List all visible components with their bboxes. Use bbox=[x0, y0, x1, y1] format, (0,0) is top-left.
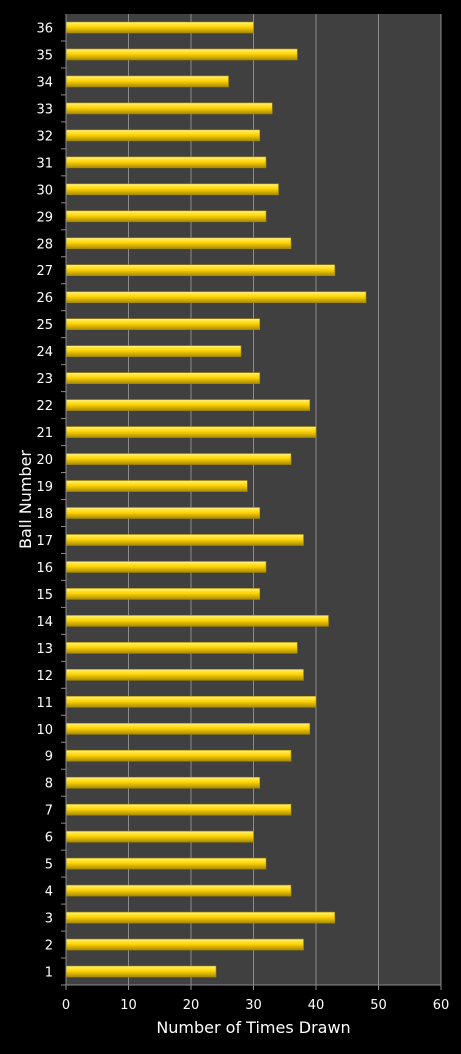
y-tick-label: 27 bbox=[36, 264, 53, 279]
bar-ball-27 bbox=[65, 264, 336, 277]
x-tick-label: 0 bbox=[62, 998, 70, 1013]
y-tick-label: 24 bbox=[36, 345, 53, 360]
y-tick-label: 12 bbox=[36, 669, 53, 684]
bar-ball-34 bbox=[65, 75, 229, 88]
y-tick-label: 33 bbox=[36, 102, 53, 117]
x-tick-label: 50 bbox=[370, 998, 387, 1013]
gridlines bbox=[128, 14, 442, 985]
axes: 0 10 20 30 40 50 60123456789101112131415161718… bbox=[36, 14, 449, 1013]
bar-ball-22 bbox=[65, 399, 311, 411]
y-tick-label: 26 bbox=[36, 291, 53, 306]
y-tick-label: 31 bbox=[36, 156, 53, 171]
bar-ball-18 bbox=[65, 507, 261, 519]
x-tick-label: 60 bbox=[433, 998, 450, 1013]
x-tick-label: 20 bbox=[183, 998, 200, 1013]
bar-ball-21 bbox=[65, 426, 317, 438]
x-tick-label: 30 bbox=[245, 998, 262, 1013]
bar-ball-17 bbox=[65, 534, 304, 546]
y-tick-label: 1 bbox=[45, 966, 53, 981]
bar-ball-2 bbox=[65, 938, 304, 951]
y-tick-label: 18 bbox=[36, 507, 53, 522]
bar-ball-29 bbox=[65, 210, 267, 223]
y-tick-label: 7 bbox=[45, 804, 53, 819]
y-tick-label: 5 bbox=[45, 858, 53, 873]
bar-ball-14 bbox=[65, 615, 329, 627]
y-tick-label: 22 bbox=[36, 399, 53, 414]
y-tick-label: 29 bbox=[36, 210, 53, 225]
y-tick-label: 20 bbox=[36, 453, 53, 468]
bar-ball-8 bbox=[65, 776, 261, 789]
bar-ball-32 bbox=[65, 129, 261, 142]
y-tick-label: 3 bbox=[45, 912, 53, 927]
bar-ball-3 bbox=[65, 911, 336, 924]
bar-ball-13 bbox=[65, 642, 298, 654]
y-tick-label: 11 bbox=[36, 696, 53, 711]
y-tick-label: 8 bbox=[45, 777, 53, 792]
y-tick-label: 19 bbox=[36, 480, 53, 495]
bar-ball-25 bbox=[65, 318, 261, 330]
y-tick-label: 21 bbox=[36, 426, 53, 441]
bar-ball-9 bbox=[65, 749, 292, 762]
y-tick-label: 32 bbox=[36, 129, 53, 144]
bar-ball-6 bbox=[65, 830, 254, 843]
y-tick-label: 35 bbox=[36, 48, 53, 63]
y-tick-label: 25 bbox=[36, 318, 53, 333]
bar-ball-12 bbox=[65, 669, 304, 681]
y-tick-label: 36 bbox=[36, 21, 53, 36]
bar-ball-10 bbox=[65, 722, 311, 735]
bar-ball-1 bbox=[65, 965, 217, 978]
bar-ball-20 bbox=[65, 453, 292, 465]
bar-ball-15 bbox=[65, 588, 261, 600]
y-axis-title: Ball Number bbox=[16, 450, 35, 549]
y-tick-label: 6 bbox=[45, 831, 53, 846]
x-tick-label: 40 bbox=[308, 998, 325, 1013]
y-tick-label: 10 bbox=[36, 723, 53, 738]
bar-ball-23 bbox=[65, 372, 261, 384]
y-tick-label: 16 bbox=[36, 561, 53, 576]
y-tick-label: 23 bbox=[36, 372, 53, 387]
bar-ball-7 bbox=[65, 803, 292, 816]
bar-ball-30 bbox=[65, 183, 279, 196]
x-axis-title: Number of Times Drawn bbox=[156, 1018, 350, 1037]
bar-ball-16 bbox=[65, 561, 267, 573]
bar-ball-35 bbox=[65, 48, 298, 61]
y-tick-label: 30 bbox=[36, 183, 53, 198]
bar-ball-33 bbox=[65, 102, 273, 115]
y-tick-label: 4 bbox=[45, 885, 53, 900]
y-tick-label: 17 bbox=[36, 534, 53, 549]
bar-ball-11 bbox=[65, 695, 317, 708]
bar-ball-4 bbox=[65, 884, 292, 897]
y-tick-label: 2 bbox=[45, 939, 53, 954]
bar-ball-26 bbox=[65, 291, 367, 304]
y-tick-label: 14 bbox=[36, 615, 53, 630]
y-tick-label: 28 bbox=[36, 237, 53, 252]
y-tick-label: 15 bbox=[36, 588, 53, 603]
y-tick-label: 9 bbox=[45, 750, 53, 765]
bar-ball-24 bbox=[65, 345, 242, 357]
bar-ball-19 bbox=[65, 480, 248, 492]
bar-ball-28 bbox=[65, 237, 292, 250]
x-tick-label: 10 bbox=[120, 998, 137, 1013]
bar-ball-31 bbox=[65, 156, 267, 169]
bar-ball-5 bbox=[65, 857, 267, 870]
bar-ball-36 bbox=[65, 21, 254, 34]
y-tick-label: 34 bbox=[36, 75, 53, 90]
y-tick-label: 13 bbox=[36, 642, 53, 657]
